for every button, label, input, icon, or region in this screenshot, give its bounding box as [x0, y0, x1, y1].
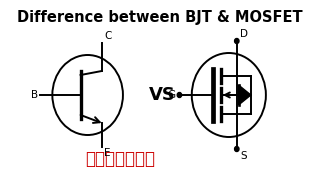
Circle shape [235, 147, 239, 152]
Text: Difference between BJT & MOSFET: Difference between BJT & MOSFET [17, 10, 303, 25]
Text: E: E [104, 148, 111, 158]
Text: VS: VS [149, 86, 176, 104]
Circle shape [177, 93, 182, 98]
Text: D: D [240, 29, 248, 39]
Polygon shape [238, 85, 251, 105]
Circle shape [235, 39, 239, 44]
Text: S: S [240, 151, 247, 161]
Text: G: G [168, 90, 176, 100]
Text: B: B [31, 90, 38, 100]
Text: C: C [104, 31, 112, 41]
Text: தமிழில்: தமிழில் [85, 150, 155, 168]
